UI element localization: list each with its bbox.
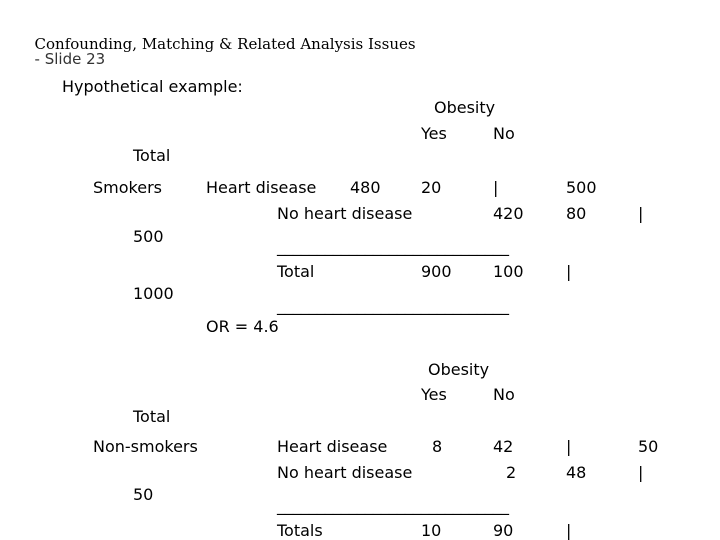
nonsmokers-row2-total: 50 [133,485,154,504]
nonsmokers-row1-yes: 8 [432,437,443,456]
smokers-row2-yes: 420 [493,204,524,223]
smokers-total-yes: 900 [421,262,452,281]
smokers-total-label: Total [133,146,171,165]
smokers-row1-no: 20 [421,178,442,197]
nonsmokers-col-no: No [493,385,515,404]
smokers-grand-total: 1000 [133,284,174,303]
smokers-row2-total: 500 [133,227,164,246]
slide-number: - Slide 23 [34,50,106,68]
nonsmokers-group-label: Non-smokers [93,437,198,456]
smokers-row1-total: 500 [566,178,597,197]
nonsmokers-total-label: Total [133,407,171,426]
nonsmokers-row1-label: Heart disease [277,437,388,456]
slide-title-text: Confounding, Matching & Related Analysis… [34,35,416,53]
nonsmokers-row2-separator: | [638,463,644,482]
smokers-total-row-label: Total [277,262,315,281]
smokers-group-label: Smokers [93,178,162,197]
smokers-row2-label: No heart disease [277,204,413,223]
slide-title: Confounding, Matching & Related Analysis… [25,22,416,67]
nonsmokers-row2-no: 48 [566,463,587,482]
nonsmokers-total-separator: | [566,521,572,540]
smokers-obesity-header: Obesity [434,98,496,117]
nonsmokers-row2-yes: 2 [506,463,517,482]
nonsmokers-rule-1: _____________________________ [277,496,509,515]
nonsmokers-total-row-label: Totals [277,521,323,540]
intro-text: Hypothetical example: [62,77,243,96]
nonsmokers-row2-label: No heart disease [277,463,413,482]
nonsmokers-row1-no: 42 [493,437,514,456]
smokers-row2-separator: | [638,204,644,223]
smokers-row1-separator: | [493,178,499,197]
odds-ratio: OR = 4.6 [206,317,279,336]
smokers-total-no: 100 [493,262,524,281]
smokers-row2-no: 80 [566,204,587,223]
nonsmokers-obesity-header: Obesity [428,360,490,379]
smokers-col-no: No [493,124,515,143]
nonsmokers-total-yes: 10 [421,521,442,540]
nonsmokers-total-no: 90 [493,521,514,540]
nonsmokers-row1-separator: | [566,437,572,456]
smokers-total-separator: | [566,262,572,281]
smokers-rule-1: _____________________________ [277,237,509,256]
smokers-row1-label: Heart disease [206,178,317,197]
smokers-col-yes: Yes [421,124,447,143]
nonsmokers-row1-total: 50 [638,437,659,456]
smokers-rule-2: _____________________________ [277,296,509,315]
nonsmokers-col-yes: Yes [421,385,447,404]
smokers-row1-yes: 480 [350,178,381,197]
